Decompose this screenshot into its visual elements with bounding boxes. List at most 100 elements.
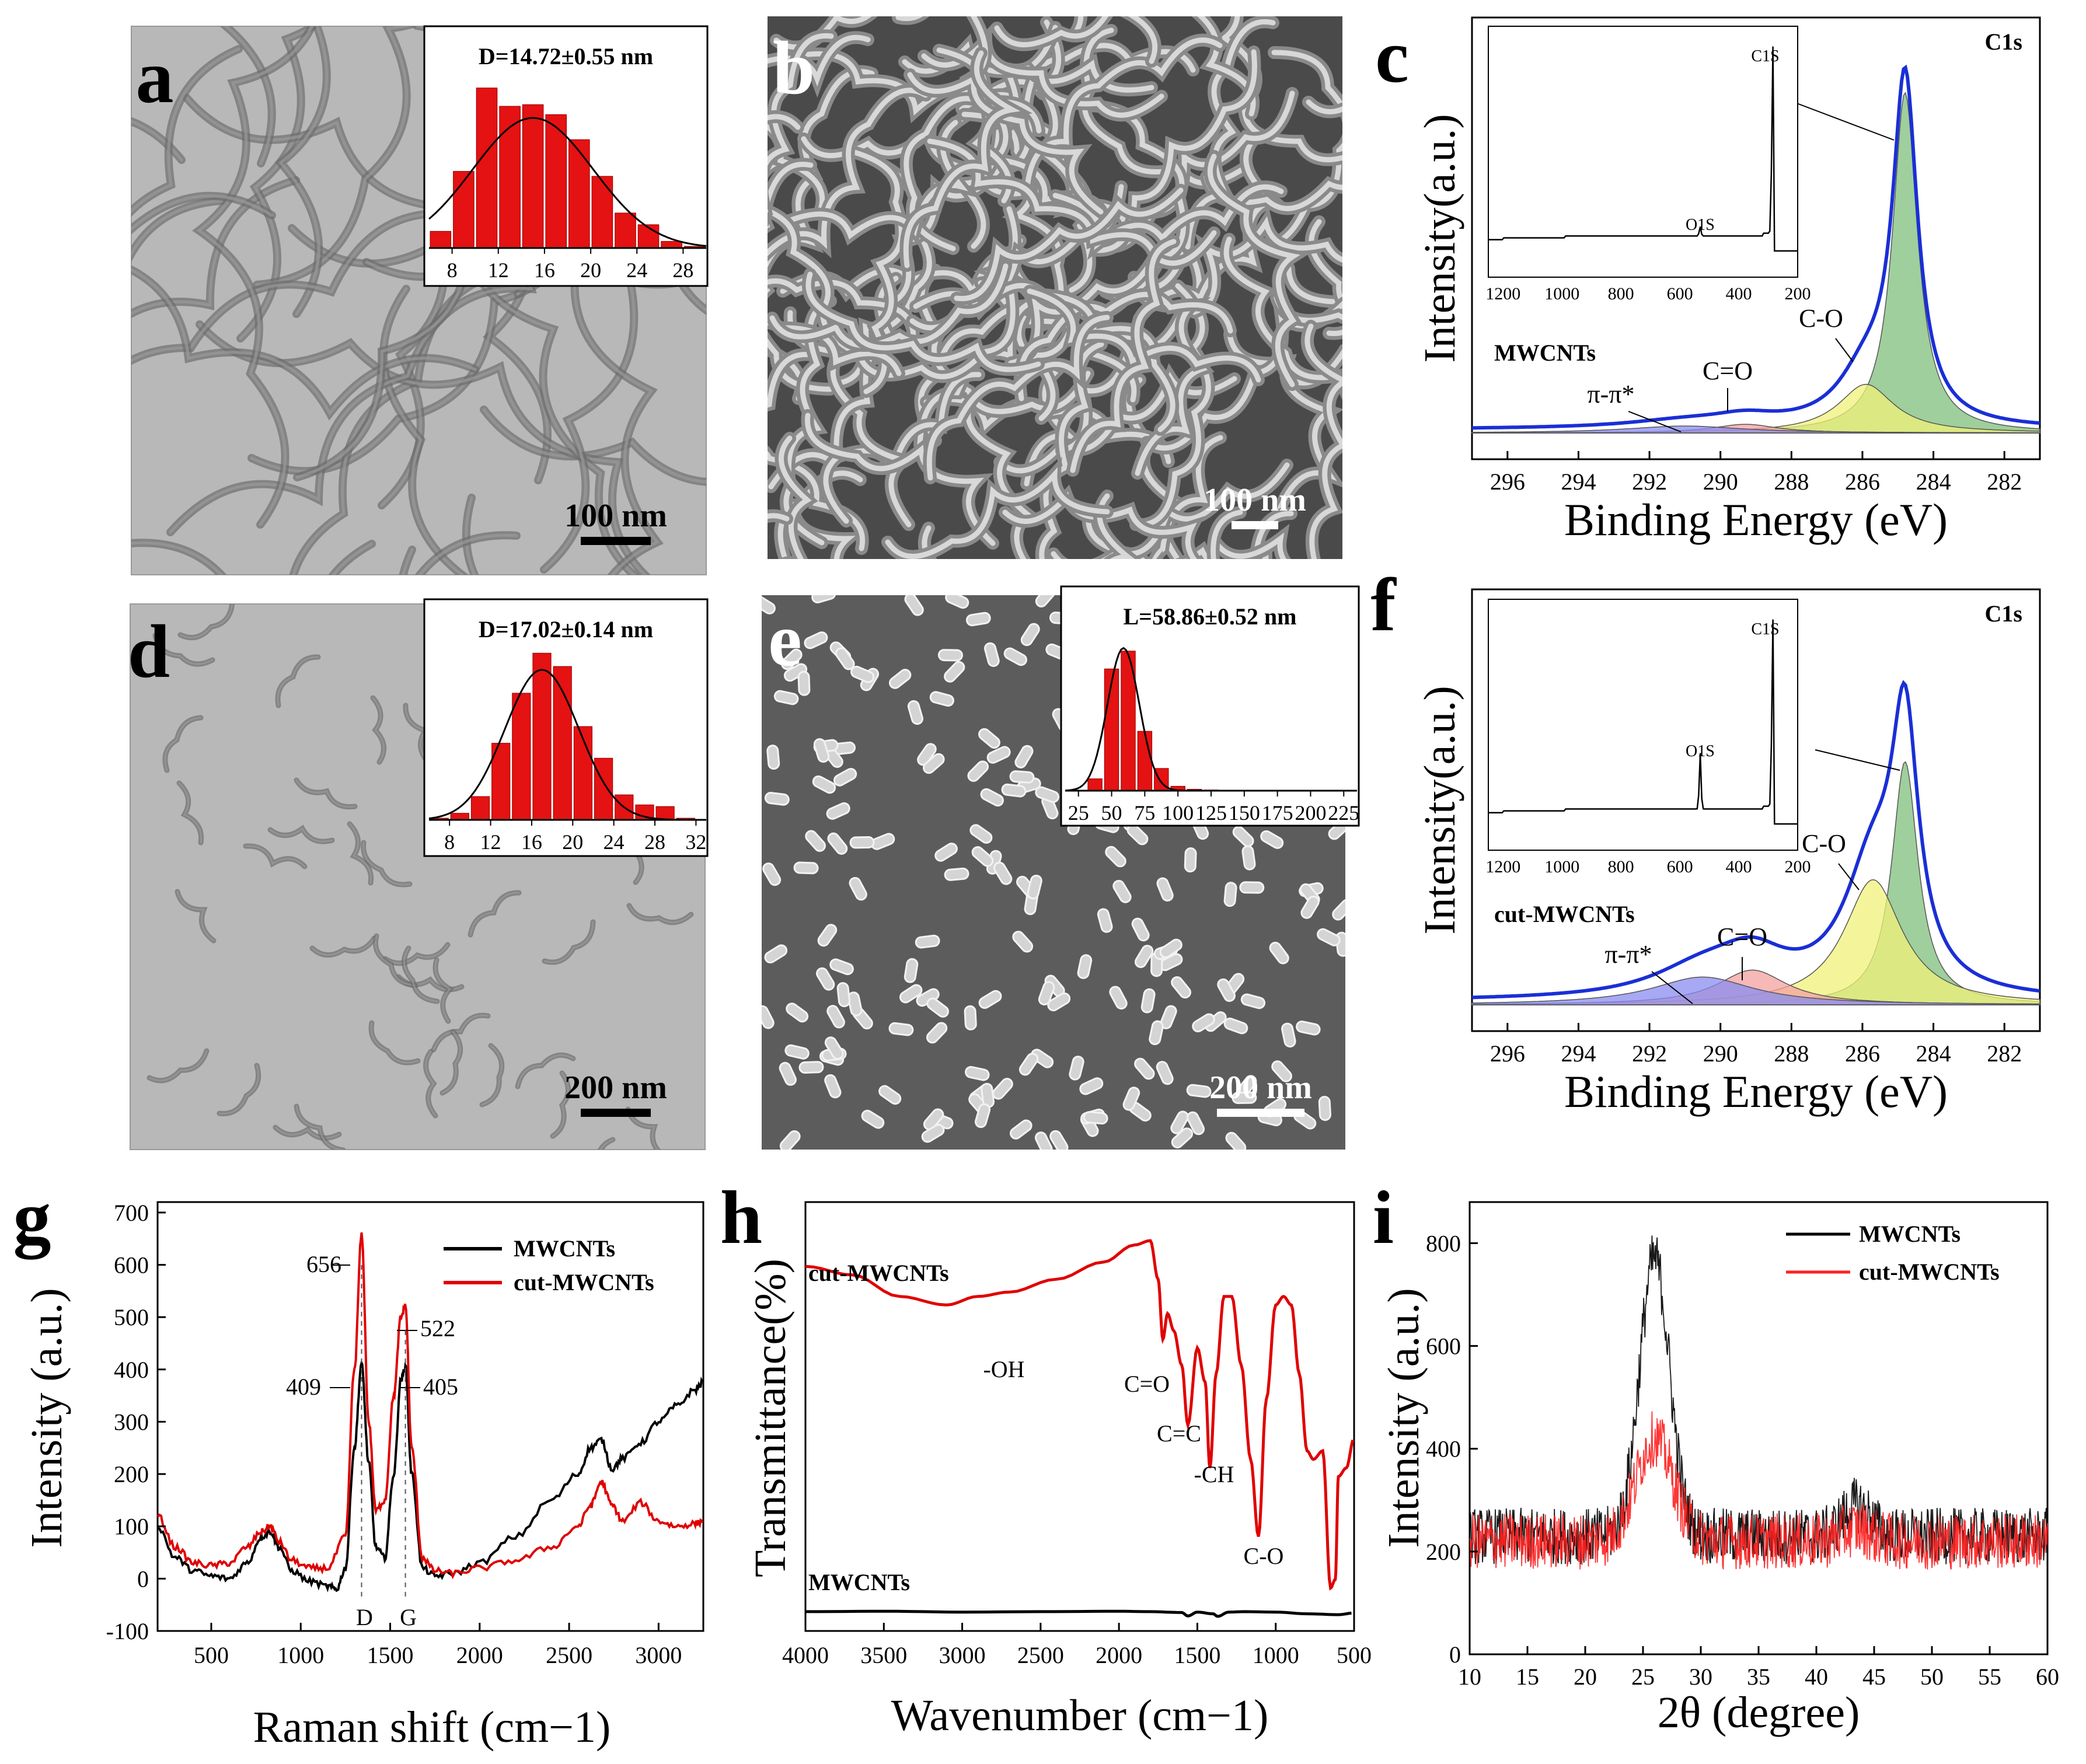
sem-tube	[1027, 288, 1261, 383]
f-inset-tick-label: 1000	[1544, 857, 1579, 876]
sem-particle	[1077, 954, 1093, 979]
sem-particle	[1241, 845, 1256, 871]
f-inset-label-c1s: C1S	[1751, 620, 1779, 638]
sem-particle	[1027, 874, 1042, 900]
sem-particle	[1187, 1111, 1205, 1136]
e-inset-tick-label: 75	[1134, 801, 1155, 825]
sem-particle	[1171, 1127, 1194, 1149]
h-x-tick-label: 500	[1337, 1642, 1372, 1668]
sem-particle	[1018, 1053, 1039, 1076]
sem-particle	[829, 958, 854, 976]
g-peak-label: 405	[423, 1374, 458, 1400]
sem-particle	[1300, 895, 1320, 919]
f-peak-pointer	[1838, 863, 1860, 890]
sem-tube	[1097, 493, 1135, 559]
sem-tube	[965, 398, 1032, 559]
nanotube-core	[374, 935, 417, 987]
scale-bar-d-label: 200 nm	[564, 1070, 667, 1106]
sem-particle	[907, 700, 923, 725]
xps-chart-f: 296 294 292 290 288 286 284 282 Binding Energy (…	[1415, 588, 2041, 1117]
sem-tube	[1223, 236, 1342, 386]
h-x-label: Wavenumber (cm−1)	[891, 1691, 1269, 1740]
sem-tube	[779, 435, 812, 559]
g-peak-label: 409	[286, 1374, 321, 1400]
sem-particle	[762, 1005, 775, 1029]
sem-particle	[978, 990, 1002, 1009]
c-inset-tick-label: 800	[1608, 284, 1634, 303]
sem-tube	[768, 33, 834, 212]
ftir-series-cut-MWCNTs	[805, 1239, 1355, 1591]
sem-particle	[1159, 938, 1182, 958]
sem-particle	[1105, 846, 1126, 868]
scale-bar-b-label: 100 nm	[1204, 482, 1306, 518]
panel-letter-e: e	[768, 598, 802, 682]
sem-particle	[1281, 1022, 1296, 1048]
sem-particle	[1225, 1131, 1247, 1150]
a-inset-fit-curve	[428, 117, 707, 247]
sem-tube	[1304, 323, 1342, 559]
f-tick-label: 290	[1703, 1040, 1738, 1067]
i-x-tick-label: 55	[1978, 1664, 2001, 1690]
a-inset-bar	[591, 176, 613, 249]
sem-tube	[768, 34, 871, 87]
sem-particle	[1318, 1095, 1331, 1121]
sem-particle	[1260, 830, 1284, 849]
sem-particle	[797, 670, 811, 696]
c-peak-label: C=O	[1703, 357, 1753, 385]
nanotube-core	[382, 287, 465, 575]
d-inset-fit-curve	[428, 669, 706, 821]
c-envelope-line	[1472, 64, 2040, 430]
sem-particle	[813, 738, 830, 763]
sem-particle	[1134, 945, 1154, 968]
sem-particle	[1010, 1119, 1032, 1140]
e-inset-tick-label: 225	[1328, 801, 1359, 825]
g-d-band-label: D	[356, 1604, 373, 1630]
h-annotation: C-O	[1244, 1543, 1284, 1569]
g-y-tick-label: 0	[137, 1566, 149, 1592]
a-inset-tick-label: 28	[672, 259, 693, 282]
scale-bar-b-bar	[1232, 521, 1278, 529]
raman-series-cut-MWCNTs	[156, 1232, 704, 1580]
sem-particle	[824, 1036, 844, 1060]
sem-tube	[1191, 216, 1342, 315]
sem-particle	[1001, 783, 1027, 798]
sem-particle	[1003, 647, 1027, 666]
sem-tube	[1220, 16, 1259, 100]
sem-particle	[993, 861, 1013, 885]
nanotube-core	[179, 604, 233, 639]
sem-particle	[793, 861, 819, 875]
sem-tube	[1128, 16, 1158, 64]
e-inset-histogram: L=58.86±0.52 nm 25 50 75 100 125 150 175 200 225	[1060, 585, 1360, 827]
h-x-tick-label: 2000	[1096, 1642, 1142, 1668]
nanotube-core	[295, 1105, 344, 1150]
g-x-tick-label: 500	[194, 1642, 229, 1668]
sem-tube	[885, 467, 1110, 559]
nanotube-core	[131, 268, 477, 416]
g-x-tick-label: 2500	[546, 1642, 592, 1668]
g-plot-frame	[156, 1201, 704, 1632]
g-y-tick-label: -100	[106, 1618, 149, 1644]
c-tick-label: 284	[1916, 469, 1951, 495]
c-inset-tick-label: 400	[1726, 284, 1752, 303]
sem-tube	[1008, 230, 1217, 366]
sem-particle	[781, 648, 803, 670]
sem-particle	[969, 824, 993, 844]
nanotube-core	[432, 1014, 489, 1051]
chart-layer: D=14.72±0.55 nm8 12 16 20 24 28D=17.02±0.14 n…	[22, 16, 2059, 1752]
g-legend-label: cut-MWCNTs	[514, 1269, 654, 1295]
h-series-label: MWCNTs	[808, 1569, 910, 1595]
nanotube-core	[131, 179, 298, 316]
d-inset-tick-label: 32	[685, 830, 706, 854]
nanotube-core	[403, 947, 438, 1002]
sem-tube	[1070, 239, 1177, 473]
sem-particle	[1079, 1077, 1104, 1095]
sem-particle	[923, 1108, 944, 1131]
sem-particle	[937, 649, 963, 662]
sem-particle	[826, 802, 850, 820]
h-plot-frame	[804, 1201, 1355, 1632]
e-inset-tick-label: 150	[1229, 801, 1260, 825]
sem-particle	[1020, 623, 1040, 647]
sem-particle	[1160, 1005, 1177, 1029]
c-x-label: Binding Energy (eV)	[1564, 494, 1948, 545]
c-title: C1s	[1985, 29, 2022, 55]
